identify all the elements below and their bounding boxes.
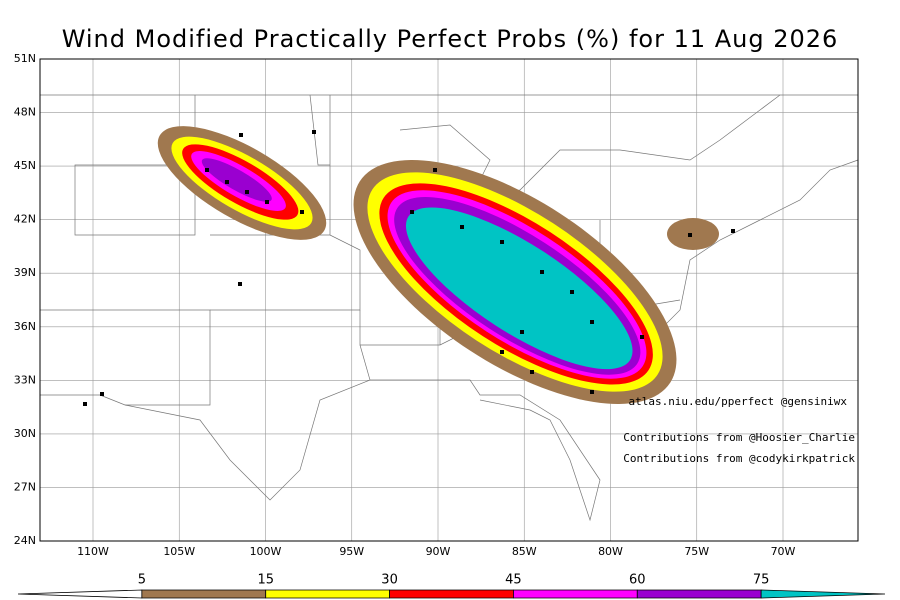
colorbar-label: 60 <box>629 573 646 588</box>
lon-label: 95W <box>339 545 364 558</box>
lat-label: 39N <box>14 266 36 279</box>
lon-label: 100W <box>250 545 282 558</box>
lat-label: 48N <box>14 106 36 119</box>
lon-label: 105W <box>163 545 195 558</box>
colorbar-segment <box>389 589 514 599</box>
lat-label: 36N <box>14 320 36 333</box>
colorbar-label: 45 <box>505 573 522 588</box>
contours-east <box>353 160 677 404</box>
lat-label: 51N <box>14 52 36 65</box>
colorbar-label: 75 <box>753 573 770 588</box>
colorbar: 5 15 30 45 60 75 <box>17 573 886 599</box>
colorbar-segment <box>141 589 267 599</box>
colorbar-label: 5 <box>138 573 146 588</box>
lon-label: 90W <box>426 545 451 558</box>
credit: atlas.niu.edu/pperfect @gensiniwx <box>628 395 847 408</box>
colorbar-label: 15 <box>257 573 274 588</box>
lat-label: 42N <box>14 213 36 226</box>
title: Wind Modified Practically Perfect Probs … <box>62 25 839 53</box>
colorbar-segment <box>17 589 143 599</box>
colorbar-segment <box>760 589 886 599</box>
colorbar-label: 30 <box>381 573 398 588</box>
lon-label: 85W <box>512 545 537 558</box>
credit: Contributions from @Hoosier_Charlie <box>623 431 855 444</box>
colorbar-segment <box>636 589 762 599</box>
storm-reports <box>83 130 735 406</box>
colorbar-segment <box>513 589 638 599</box>
lat-label: 30N <box>14 427 36 440</box>
colorbar-segment <box>265 589 390 599</box>
lat-label: 24N <box>14 534 36 547</box>
credit: Contributions from @codykirkpatrick <box>623 452 855 465</box>
lon-label: 75W <box>684 545 709 558</box>
lat-label: 27N <box>14 480 36 493</box>
lat-label: 33N <box>14 373 36 386</box>
lon-label: 70W <box>771 545 796 558</box>
contours-west <box>157 126 327 240</box>
contour-northeast <box>667 218 719 250</box>
map-frame <box>39 58 859 542</box>
lon-label: 80W <box>598 545 623 558</box>
lon-label: 110W <box>77 545 109 558</box>
lat-label: 45N <box>14 159 36 172</box>
